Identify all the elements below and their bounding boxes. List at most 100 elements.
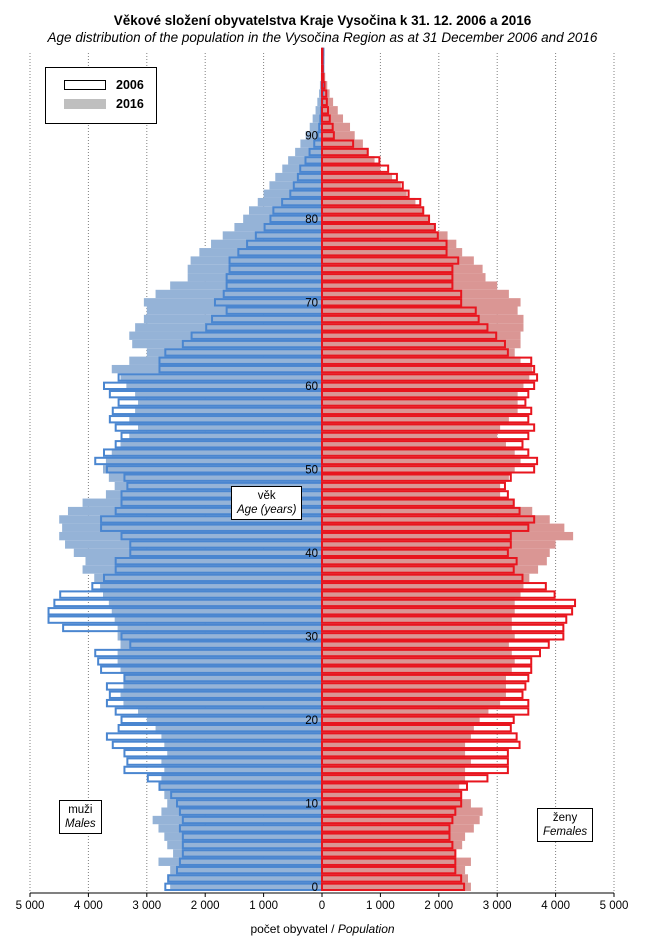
- females-label-cz: ženy: [552, 812, 578, 824]
- bar-female-2016: [322, 531, 574, 541]
- bar-female-2006: [321, 782, 468, 791]
- bar-female-2006: [321, 214, 431, 223]
- bar-female-2006: [321, 673, 530, 683]
- bar-male-2016: [117, 623, 322, 633]
- bar-female-2016: [322, 598, 515, 608]
- x-tick-label: 5 000: [16, 900, 45, 912]
- bar-female-2006: [321, 757, 509, 766]
- bar-female-2016: [322, 423, 501, 432]
- x-axis-title: počet obyvatel / Population: [0, 922, 645, 936]
- bar-female-2016: [322, 707, 489, 716]
- bar-female-2016: [322, 431, 498, 441]
- bar-female-2016: [322, 840, 463, 850]
- bar-male-2016: [300, 139, 322, 148]
- x-tick-label: 2 000: [191, 900, 220, 912]
- bar-female-2016: [322, 339, 521, 349]
- bar-female-2016: [322, 239, 457, 249]
- bar-female-2006: [321, 423, 536, 432]
- bar-female-2016: [322, 331, 521, 340]
- bar-female-2016: [322, 849, 457, 858]
- bar-female-2006: [321, 665, 533, 674]
- bar-female-2006: [321, 390, 530, 399]
- bar-female-2016: [322, 765, 466, 775]
- bar-female-2016: [322, 824, 474, 833]
- bar-male-2016: [129, 415, 322, 424]
- bar-female-2016: [322, 356, 521, 365]
- bar-female-2006: [321, 197, 422, 207]
- age-tick-label: 0: [312, 882, 318, 894]
- x-axis-title-en: Population: [337, 922, 395, 936]
- bar-female-2016: [322, 640, 509, 649]
- bar-male-2016: [161, 732, 322, 741]
- bar-male-2016: [269, 181, 322, 190]
- bar-female-2016: [322, 632, 515, 641]
- bar-female-2016: [322, 398, 518, 407]
- legend-swatch-2006: [64, 80, 106, 90]
- bar-male-2016: [309, 122, 322, 132]
- age-tick-label: 20: [305, 715, 318, 727]
- bar-female-2006: [321, 481, 506, 491]
- bar-male-2016: [249, 206, 322, 215]
- bar-male-2016: [103, 465, 322, 474]
- bar-female-2006: [321, 139, 355, 148]
- age-label-cz: věk: [257, 490, 276, 502]
- bar-female-2016: [322, 256, 474, 265]
- legend: 2006 2016: [45, 67, 157, 124]
- bar-male-2016: [243, 214, 322, 223]
- bar-male-2016: [94, 573, 323, 583]
- bar-female-2016: [322, 657, 515, 666]
- x-tick-label: 4 000: [74, 900, 103, 912]
- bar-female-2006: [321, 373, 539, 382]
- bar-female-2006: [321, 648, 541, 658]
- bar-male-2016: [120, 690, 323, 699]
- bar-female-2016: [322, 440, 506, 449]
- bar-female-2016: [322, 648, 512, 658]
- bar-male-2016: [117, 657, 322, 666]
- bar-male-2016: [319, 89, 322, 98]
- x-tick-label: 4 000: [541, 900, 570, 912]
- bar-female-2006: [321, 415, 530, 424]
- bar-male-2016: [100, 582, 322, 591]
- bar-female-2006: [321, 840, 454, 850]
- age-label-en: Age (years): [237, 504, 297, 516]
- legend-item-2006: 2006: [64, 78, 144, 92]
- bar-female-2016: [322, 523, 565, 532]
- bar-female-2016: [322, 882, 471, 891]
- bar-female-2006: [321, 164, 390, 173]
- bar-male-2016: [105, 490, 322, 499]
- bar-female-2006: [321, 857, 457, 866]
- bar-male-2016: [234, 223, 322, 232]
- bar-female-2016: [322, 749, 466, 758]
- bar-male-2016: [114, 481, 323, 491]
- bar-male-2016: [312, 114, 322, 123]
- legend-label-2016: 2016: [116, 97, 144, 111]
- bar-female-2006: [321, 557, 518, 566]
- chart-title: Věkové složení obyvatelstva Kraje Vysoči…: [113, 13, 532, 28]
- bar-male-2016: [155, 289, 322, 299]
- bar-female-2006: [321, 465, 536, 474]
- bar-female-2016: [322, 540, 556, 549]
- bar-female-2016: [322, 223, 436, 232]
- bar-female-2016: [322, 565, 539, 574]
- bar-male-2016: [187, 264, 322, 274]
- females-label-box: ženy Females: [537, 808, 594, 842]
- bar-male-2016: [164, 740, 322, 750]
- bar-female-2006: [321, 682, 527, 691]
- bar-female-2006: [321, 582, 547, 591]
- bar-female-2006: [321, 114, 331, 123]
- legend-item-2016: 2016: [64, 97, 144, 111]
- x-tick-label: 2 000: [424, 900, 453, 912]
- males-label-cz: muži: [68, 804, 93, 816]
- bar-male-2016: [161, 757, 322, 766]
- bar-male-2016: [129, 431, 322, 441]
- bar-male-2016: [170, 882, 322, 891]
- bar-female-2016: [322, 406, 518, 416]
- bar-female-2006: [321, 715, 515, 725]
- bar-male-2016: [158, 824, 322, 833]
- bar-female-2016: [322, 498, 515, 507]
- bar-female-2006: [321, 431, 530, 441]
- bar-male-2016: [111, 448, 322, 457]
- bar-male-2016: [155, 724, 322, 733]
- bar-female-2016: [322, 106, 338, 115]
- bar-female-2006: [321, 698, 530, 708]
